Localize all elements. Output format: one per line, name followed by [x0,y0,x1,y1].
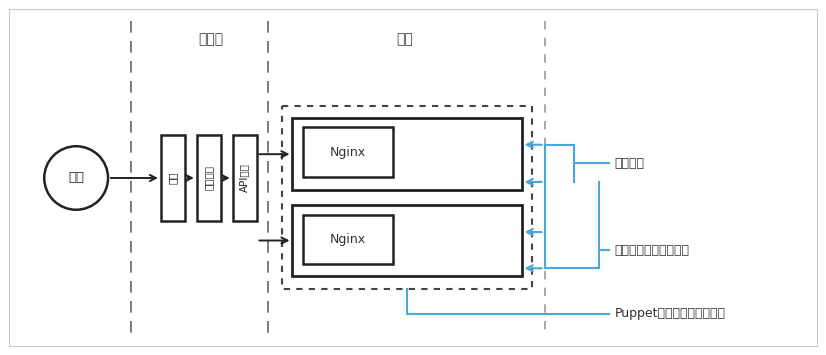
Text: 接入层: 接入层 [198,32,223,46]
Text: 消除单点: 消除单点 [615,157,644,170]
Bar [303,215,393,264]
Circle shape [45,146,108,210]
Bar [292,119,522,190]
Bar [233,135,257,221]
Text: 过滤: 过滤 [168,172,178,184]
Text: Nginx: Nginx [330,233,366,246]
Bar [161,135,185,221]
Text: 用户: 用户 [68,171,84,185]
Text: 多故障域（置放群组）: 多故障域（置放群组） [615,244,690,257]
Bar [303,127,393,177]
Bar [292,205,522,276]
Text: Puppet配置管理（一致性）: Puppet配置管理（一致性） [615,307,725,321]
Text: API管理: API管理 [240,164,249,192]
Bar [282,105,532,289]
Bar [197,135,221,221]
Text: Nginx: Nginx [330,146,366,159]
Text: 服务: 服务 [396,32,413,46]
Text: 流量控制: 流量控制 [204,165,214,191]
